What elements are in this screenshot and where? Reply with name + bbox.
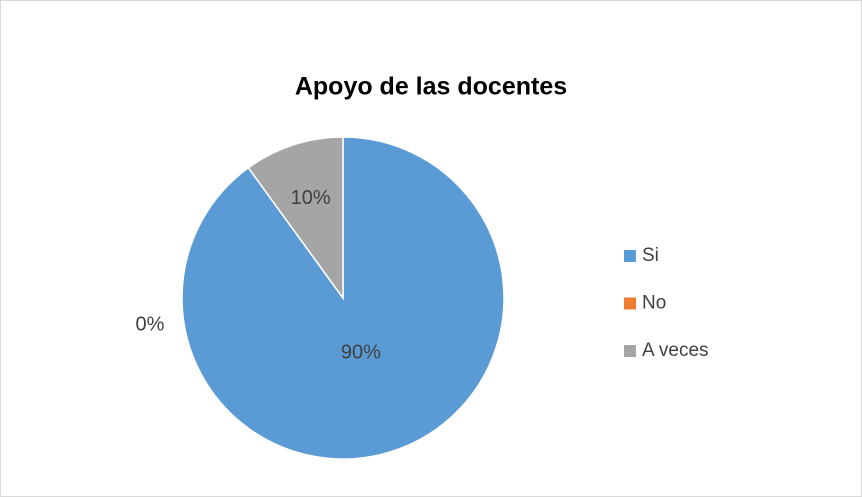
data-label: 0% [136,313,165,335]
legend-label: A veces [642,340,709,361]
data-label: 90% [341,341,381,363]
legend-label: No [642,293,666,314]
chart-title: Apoyo de las docentes [295,73,567,101]
legend-label: Si [642,245,659,266]
legend-swatch [624,250,636,262]
pie-slice [247,136,344,301]
legend-swatch [624,345,636,357]
data-label: 10% [291,187,331,209]
legend-swatch [624,297,636,310]
